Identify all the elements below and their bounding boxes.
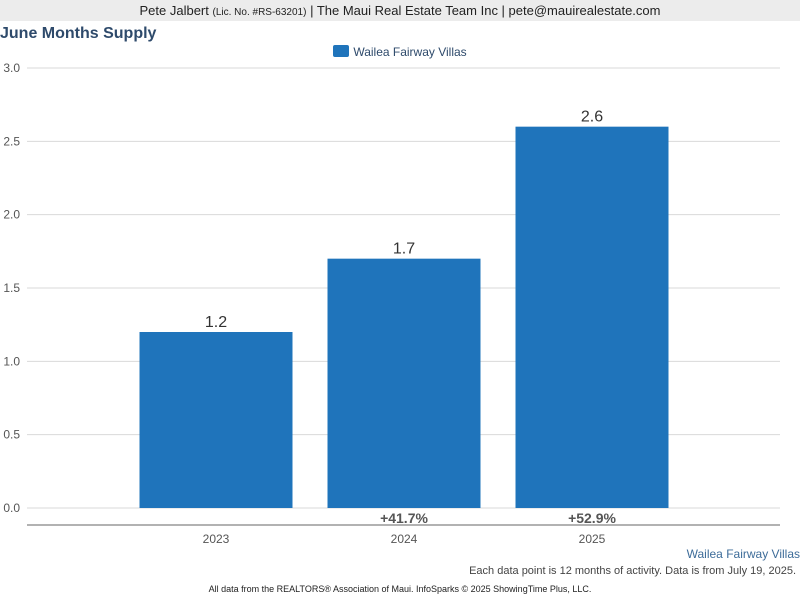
bar-value-label: 1.2 bbox=[205, 314, 227, 331]
bar[interactable] bbox=[515, 126, 669, 509]
data-note: Each data point is 12 months of activity… bbox=[469, 565, 796, 577]
legend-label: Wailea Fairway Villas bbox=[353, 45, 467, 59]
bar[interactable] bbox=[139, 332, 293, 508]
change-label: +41.7% bbox=[380, 510, 428, 526]
x-tick-label: 2025 bbox=[579, 532, 606, 546]
x-tick-label: 2023 bbox=[203, 532, 230, 546]
license-number: (Lic. No. #RS-63201) bbox=[212, 7, 307, 18]
bar[interactable] bbox=[327, 258, 481, 508]
y-tick-label: 3.0 bbox=[3, 61, 20, 75]
y-tick-label: 2.0 bbox=[3, 208, 20, 222]
y-tick-label: 2.5 bbox=[3, 134, 20, 148]
y-tick-label: 1.0 bbox=[3, 354, 20, 368]
bar-value-label: 2.6 bbox=[581, 109, 603, 126]
chart-title: June Months Supply bbox=[0, 25, 157, 42]
x-tick-label: 2024 bbox=[391, 532, 418, 546]
agent-name: Pete Jalbert bbox=[139, 3, 209, 18]
header-bar: Pete Jalbert (Lic. No. #RS-63201) | The … bbox=[0, 0, 800, 21]
y-tick-label: 1.5 bbox=[3, 281, 20, 295]
header-contact: | The Maui Real Estate Team Inc | pete@m… bbox=[310, 3, 661, 18]
legend[interactable]: Wailea Fairway Villas bbox=[0, 45, 800, 59]
footer-credit: All data from the REALTORS® Association … bbox=[208, 584, 592, 594]
bar-chart: 0.0 0.5 1.0 1.5 2.0 2.5 3.0 1.2 2023 1.7 +41.7% 202… bbox=[3, 61, 780, 546]
location-label[interactable]: Wailea Fairway Villas bbox=[686, 547, 800, 561]
y-tick-label: 0.0 bbox=[3, 501, 20, 515]
legend-swatch bbox=[333, 45, 350, 57]
y-tick-label: 0.5 bbox=[3, 428, 20, 442]
bar-value-label: 1.7 bbox=[393, 241, 415, 258]
change-label: +52.9% bbox=[568, 510, 616, 526]
